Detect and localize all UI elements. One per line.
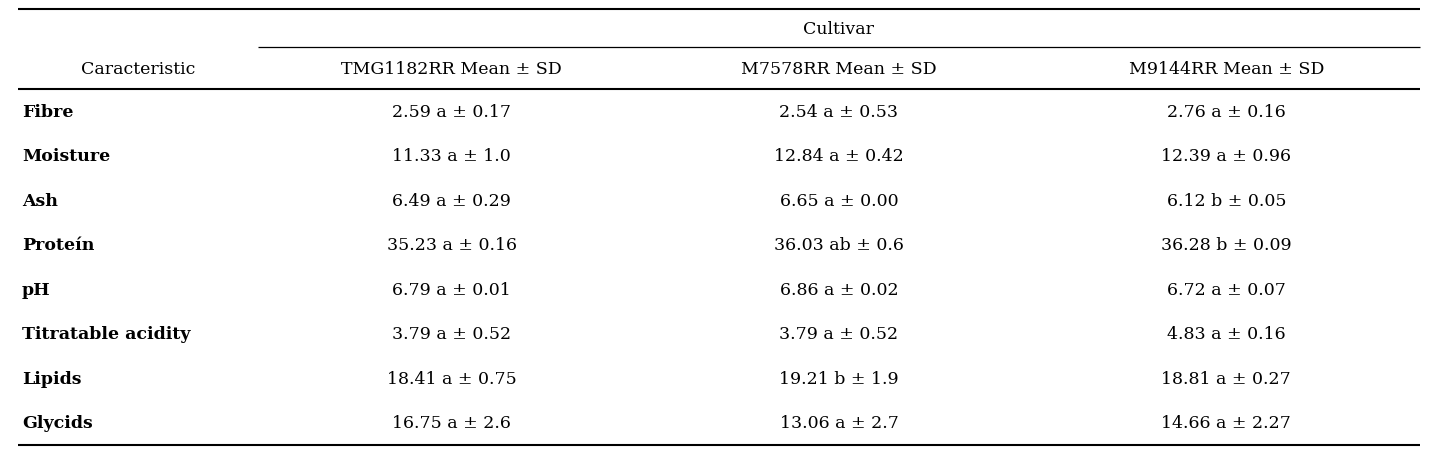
Text: M7578RR Mean ± SD: M7578RR Mean ± SD: [741, 61, 936, 77]
Text: Moisture: Moisture: [22, 148, 111, 165]
Text: 6.86 a ± 0.02: 6.86 a ± 0.02: [779, 281, 899, 298]
Text: M9144RR Mean ± SD: M9144RR Mean ± SD: [1129, 61, 1324, 77]
Text: Titratable acidity: Titratable acidity: [22, 325, 190, 343]
Text: 35.23 a ± 0.16: 35.23 a ± 0.16: [387, 237, 516, 254]
Text: 3.79 a ± 0.52: 3.79 a ± 0.52: [393, 325, 512, 343]
Text: 3.79 a ± 0.52: 3.79 a ± 0.52: [779, 325, 899, 343]
Text: pH: pH: [22, 281, 50, 298]
Text: Proteín: Proteín: [22, 237, 95, 254]
Text: 2.76 a ± 0.16: 2.76 a ± 0.16: [1168, 104, 1286, 121]
Text: 6.72 a ± 0.07: 6.72 a ± 0.07: [1166, 281, 1286, 298]
Text: 2.54 a ± 0.53: 2.54 a ± 0.53: [779, 104, 899, 121]
Text: 13.06 a ± 2.7: 13.06 a ± 2.7: [779, 415, 899, 431]
Text: Lipids: Lipids: [22, 370, 82, 387]
Text: Cultivar: Cultivar: [804, 20, 874, 37]
Text: Fibre: Fibre: [22, 104, 73, 121]
Text: 14.66 a ± 2.27: 14.66 a ± 2.27: [1162, 415, 1291, 431]
Text: 12.39 a ± 0.96: 12.39 a ± 0.96: [1162, 148, 1291, 165]
Text: 6.65 a ± 0.00: 6.65 a ± 0.00: [779, 192, 899, 209]
Text: 36.03 ab ± 0.6: 36.03 ab ± 0.6: [774, 237, 905, 254]
Text: 2.59 a ± 0.17: 2.59 a ± 0.17: [393, 104, 510, 121]
Text: 6.79 a ± 0.01: 6.79 a ± 0.01: [393, 281, 510, 298]
Text: 16.75 a ± 2.6: 16.75 a ± 2.6: [393, 415, 510, 431]
Text: Glycids: Glycids: [22, 415, 92, 431]
Text: 12.84 a ± 0.42: 12.84 a ± 0.42: [774, 148, 905, 165]
Text: 18.41 a ± 0.75: 18.41 a ± 0.75: [387, 370, 516, 387]
Text: Caracteristic: Caracteristic: [81, 61, 196, 77]
Text: 4.83 a ± 0.16: 4.83 a ± 0.16: [1168, 325, 1286, 343]
Text: 18.81 a ± 0.27: 18.81 a ± 0.27: [1162, 370, 1291, 387]
Text: 19.21 b ± 1.9: 19.21 b ± 1.9: [779, 370, 899, 387]
Text: Ash: Ash: [22, 192, 58, 209]
Text: 6.12 b ± 0.05: 6.12 b ± 0.05: [1166, 192, 1286, 209]
Text: 11.33 a ± 1.0: 11.33 a ± 1.0: [393, 148, 510, 165]
Text: 36.28 b ± 0.09: 36.28 b ± 0.09: [1160, 237, 1291, 254]
Text: TMG1182RR Mean ± SD: TMG1182RR Mean ± SD: [341, 61, 562, 77]
Text: 6.49 a ± 0.29: 6.49 a ± 0.29: [393, 192, 510, 209]
